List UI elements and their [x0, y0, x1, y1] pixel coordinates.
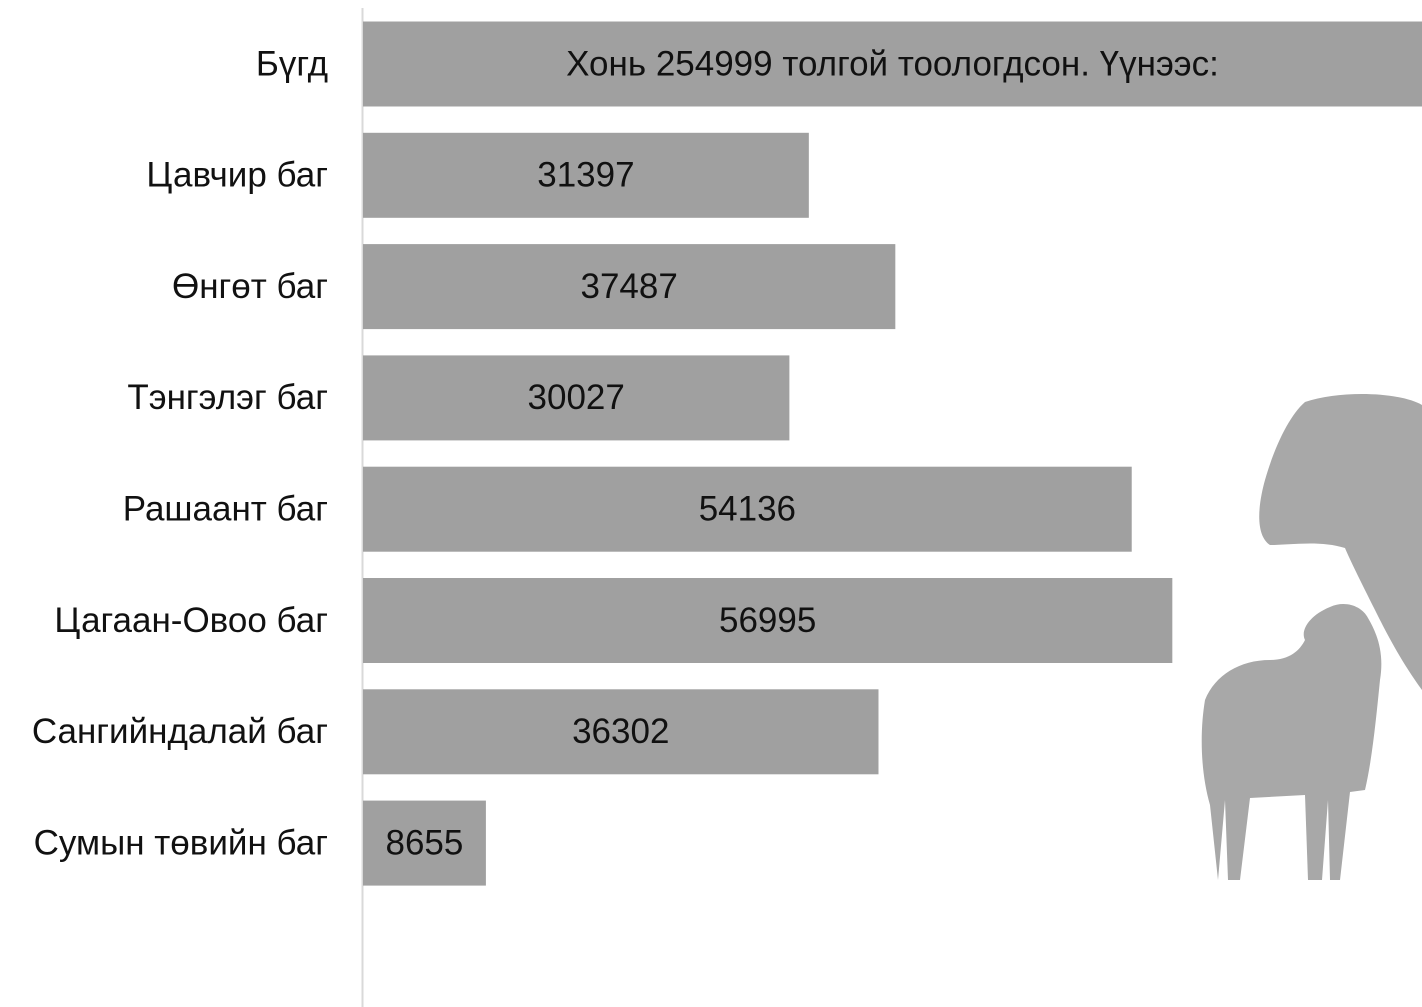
y-tick-label: Бүгд	[256, 44, 328, 83]
y-tick-label: Цагаан-Овоо баг	[54, 601, 328, 640]
data-label: 56995	[719, 601, 816, 640]
bar	[363, 466, 1132, 552]
bar	[363, 800, 486, 886]
data-label: 31397	[537, 156, 634, 195]
data-label: Хонь 254999 толгой тоологдсон. Үүнээс:	[566, 44, 1219, 83]
sheep-silhouette	[1201, 394, 1422, 880]
data-label: 36302	[572, 712, 669, 751]
y-tick-label: Сангийндалай баг	[32, 712, 328, 751]
bar	[363, 244, 896, 330]
y-tick-label: Сумын төвийн баг	[34, 823, 328, 862]
bar	[363, 578, 1173, 663]
bar	[363, 689, 879, 775]
data-label: 54136	[699, 489, 796, 528]
bar	[363, 355, 790, 441]
y-tick-label: Тэнгэлэг баг	[127, 378, 328, 417]
data-label: 8655	[386, 823, 464, 862]
bar	[363, 21, 1422, 107]
data-label: 30027	[528, 378, 625, 417]
y-tick-label: Цавчир баг	[146, 156, 328, 195]
data-label: 37487	[580, 267, 677, 306]
y-tick-label: Өнгөт баг	[172, 267, 328, 306]
y-tick-label: Рашаант баг	[123, 489, 328, 528]
bar	[363, 132, 809, 218]
